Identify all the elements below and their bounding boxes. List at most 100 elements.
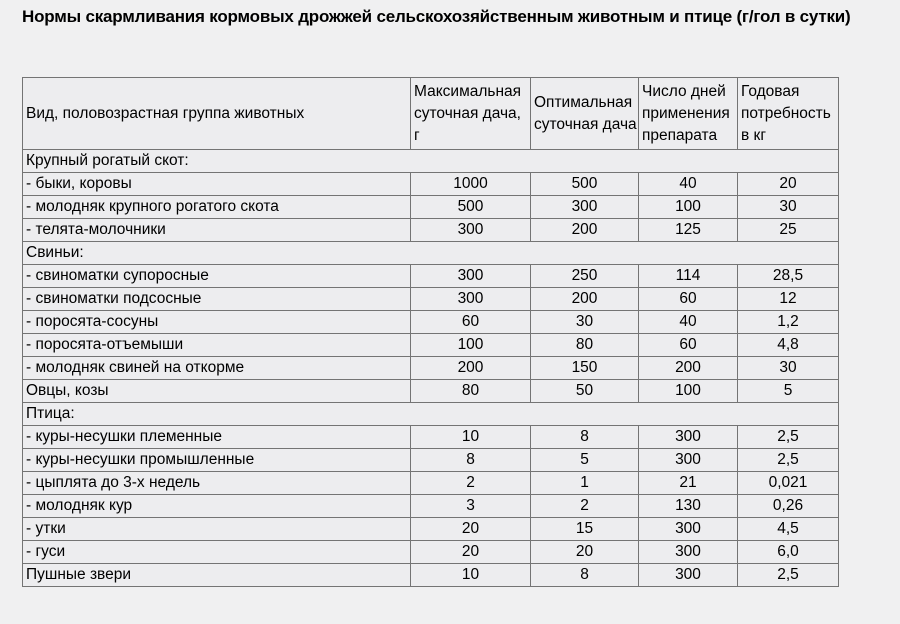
cell-species-group: - куры-несушки племенные — [22, 425, 411, 449]
cell-max-daily-dose: 10 — [410, 425, 531, 449]
cell-optimal-daily-dose: 200 — [530, 218, 639, 242]
cell-optimal-daily-dose: 1 — [530, 471, 639, 495]
cell-species-group: - свиноматки подсосные — [22, 287, 411, 311]
cell-days-of-use: 300 — [638, 563, 738, 587]
cell-max-daily-dose: 10 — [410, 563, 531, 587]
cell-max-daily-dose: 3 — [410, 494, 531, 518]
column-header: Число дней применения препарата — [638, 77, 738, 150]
cell-optimal-daily-dose: 200 — [530, 287, 639, 311]
cell-annual-need: 30 — [737, 195, 839, 219]
table-row: - гуси 20 20 300 6,0 — [22, 540, 839, 564]
cell-max-daily-dose: 100 — [410, 333, 531, 357]
cell-species-group: - молодняк кур — [22, 494, 411, 518]
section-row: Крупный рогатый скот: — [22, 149, 839, 173]
section-label: Свиньи: — [22, 241, 839, 265]
cell-optimal-daily-dose: 5 — [530, 448, 639, 472]
cell-days-of-use: 300 — [638, 425, 738, 449]
cell-annual-need: 2,5 — [737, 425, 839, 449]
cell-annual-need: 12 — [737, 287, 839, 311]
cell-max-daily-dose: 500 — [410, 195, 531, 219]
cell-annual-need: 6,0 — [737, 540, 839, 564]
cell-days-of-use: 40 — [638, 310, 738, 334]
feeding-norms-table: Вид, половозрастная группа животных Макси… — [22, 77, 839, 587]
cell-max-daily-dose: 300 — [410, 287, 531, 311]
table-row: - молодняк свиней на откорме 200 150 200 30 — [22, 356, 839, 380]
column-header: Оптимальная суточная дача — [530, 77, 639, 150]
cell-optimal-daily-dose: 8 — [530, 425, 639, 449]
table-row: Овцы, козы 80 50 100 5 — [22, 379, 839, 403]
cell-species-group: Овцы, козы — [22, 379, 411, 403]
cell-species-group: - цыплята до 3-х недель — [22, 471, 411, 495]
cell-days-of-use: 40 — [638, 172, 738, 196]
table-row: - молодняк кур 3 2 130 0,26 — [22, 494, 839, 518]
column-header: Максимальная суточная дача, г — [410, 77, 531, 150]
cell-days-of-use: 130 — [638, 494, 738, 518]
cell-species-group: - поросята-отъемыши — [22, 333, 411, 357]
cell-optimal-daily-dose: 500 — [530, 172, 639, 196]
cell-annual-need: 0,021 — [737, 471, 839, 495]
cell-annual-need: 20 — [737, 172, 839, 196]
cell-species-group: - быки, коровы — [22, 172, 411, 196]
cell-days-of-use: 300 — [638, 517, 738, 541]
cell-annual-need: 30 — [737, 356, 839, 380]
table-row: - свиноматки супоросные 300 250 114 28,5 — [22, 264, 839, 288]
cell-species-group: - поросята-сосуны — [22, 310, 411, 334]
cell-days-of-use: 300 — [638, 448, 738, 472]
cell-annual-need: 0,26 — [737, 494, 839, 518]
table-row: - поросята-сосуны 60 30 40 1,2 — [22, 310, 839, 334]
cell-days-of-use: 60 — [638, 287, 738, 311]
cell-max-daily-dose: 80 — [410, 379, 531, 403]
cell-annual-need: 2,5 — [737, 448, 839, 472]
cell-species-group: - молодняк свиней на откорме — [22, 356, 411, 380]
table-row: - цыплята до 3-х недель 2 1 21 0,021 — [22, 471, 839, 495]
cell-days-of-use: 100 — [638, 195, 738, 219]
table-row: - поросята-отъемыши 100 80 60 4,8 — [22, 333, 839, 357]
cell-days-of-use: 114 — [638, 264, 738, 288]
cell-optimal-daily-dose: 2 — [530, 494, 639, 518]
cell-max-daily-dose: 300 — [410, 264, 531, 288]
section-label: Крупный рогатый скот: — [22, 149, 839, 173]
cell-species-group: - утки — [22, 517, 411, 541]
table-row: - телята-молочники 300 200 125 25 — [22, 218, 839, 242]
cell-days-of-use: 100 — [638, 379, 738, 403]
cell-optimal-daily-dose: 80 — [530, 333, 639, 357]
cell-species-group: - куры-несушки промышленные — [22, 448, 411, 472]
cell-days-of-use: 300 — [638, 540, 738, 564]
column-header: Годовая потребность в кг — [737, 77, 839, 150]
cell-days-of-use: 60 — [638, 333, 738, 357]
cell-annual-need: 2,5 — [737, 563, 839, 587]
cell-annual-need: 4,8 — [737, 333, 839, 357]
cell-species-group: - телята-молочники — [22, 218, 411, 242]
cell-max-daily-dose: 200 — [410, 356, 531, 380]
cell-max-daily-dose: 2 — [410, 471, 531, 495]
cell-species-group: - гуси — [22, 540, 411, 564]
cell-species-group: Пушные звери — [22, 563, 411, 587]
cell-days-of-use: 125 — [638, 218, 738, 242]
cell-optimal-daily-dose: 15 — [530, 517, 639, 541]
cell-max-daily-dose: 300 — [410, 218, 531, 242]
section-label: Птица: — [22, 402, 839, 426]
table-row: - свиноматки подсосные 300 200 60 12 — [22, 287, 839, 311]
cell-max-daily-dose: 60 — [410, 310, 531, 334]
table-row: Пушные звери 10 8 300 2,5 — [22, 563, 839, 587]
cell-max-daily-dose: 1000 — [410, 172, 531, 196]
cell-optimal-daily-dose: 8 — [530, 563, 639, 587]
section-row: Птица: — [22, 402, 839, 426]
cell-optimal-daily-dose: 50 — [530, 379, 639, 403]
cell-optimal-daily-dose: 150 — [530, 356, 639, 380]
cell-annual-need: 25 — [737, 218, 839, 242]
cell-optimal-daily-dose: 300 — [530, 195, 639, 219]
cell-optimal-daily-dose: 250 — [530, 264, 639, 288]
table-row: - молодняк крупного рогатого скота 500 300… — [22, 195, 839, 219]
header-row: Вид, половозрастная группа животных Макси… — [22, 77, 839, 150]
table-row: - быки, коровы 1000 500 40 20 — [22, 172, 839, 196]
cell-annual-need: 1,2 — [737, 310, 839, 334]
table-row: - утки 20 15 300 4,5 — [22, 517, 839, 541]
page-title: Нормы скармливания кормовых дрожжей сель… — [22, 7, 851, 26]
cell-optimal-daily-dose: 30 — [530, 310, 639, 334]
cell-max-daily-dose: 20 — [410, 517, 531, 541]
cell-annual-need: 5 — [737, 379, 839, 403]
cell-annual-need: 4,5 — [737, 517, 839, 541]
cell-annual-need: 28,5 — [737, 264, 839, 288]
